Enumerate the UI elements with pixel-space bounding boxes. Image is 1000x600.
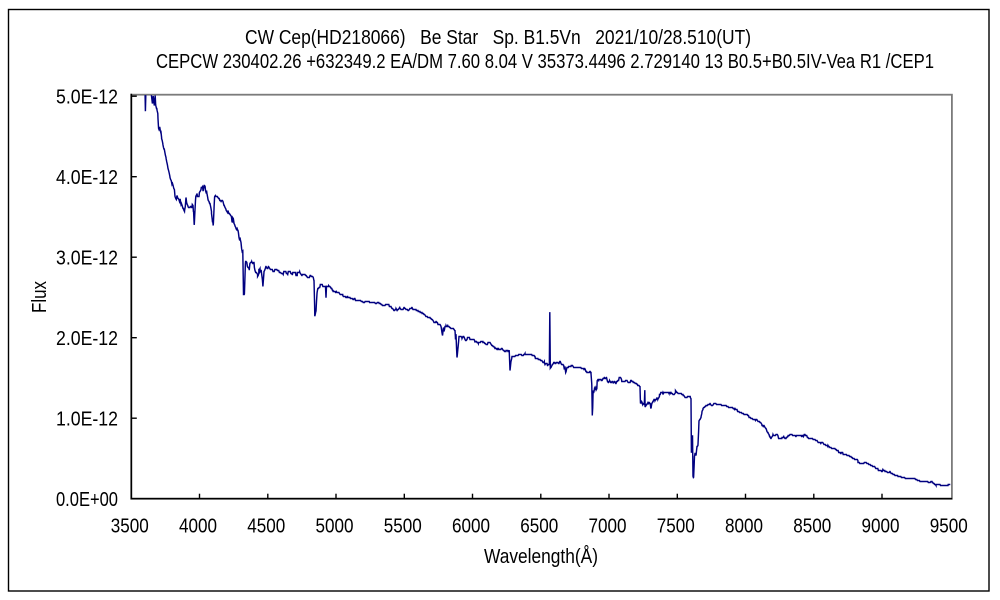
svg-text:9500: 9500 <box>930 515 968 537</box>
svg-text:6500: 6500 <box>520 515 558 537</box>
svg-text:5000: 5000 <box>316 515 354 537</box>
svg-text:CW Cep(HD218066) Be Star S: CW Cep(HD218066) Be Star Sp. B1.5Vn 2021… <box>245 27 751 49</box>
svg-text:1.0E-12: 1.0E-12 <box>56 408 118 430</box>
svg-text:5500: 5500 <box>384 515 422 537</box>
svg-text:7500: 7500 <box>657 515 695 537</box>
svg-text:9000: 9000 <box>862 515 900 537</box>
svg-text:4000: 4000 <box>179 515 217 537</box>
svg-text:8000: 8000 <box>725 515 763 537</box>
svg-text:8500: 8500 <box>793 515 831 537</box>
svg-text:5.0E-12: 5.0E-12 <box>56 86 118 108</box>
svg-text:3500: 3500 <box>111 515 149 537</box>
svg-text:4.0E-12: 4.0E-12 <box>56 167 118 189</box>
svg-text:CEPCW 230402.26 +632349.2 EA/D: CEPCW 230402.26 +632349.2 EA/DM 7.60 8.0… <box>156 51 934 73</box>
svg-text:2.0E-12: 2.0E-12 <box>56 328 118 350</box>
svg-text:0.0E+00: 0.0E+00 <box>56 489 118 511</box>
svg-text:Wavelength(Å): Wavelength(Å) <box>484 545 598 568</box>
svg-text:4500: 4500 <box>247 515 285 537</box>
svg-text:3.0E-12: 3.0E-12 <box>56 247 118 269</box>
svg-text:6000: 6000 <box>452 515 490 537</box>
svg-text:Flux: Flux <box>29 281 51 313</box>
svg-text:7000: 7000 <box>589 515 627 537</box>
